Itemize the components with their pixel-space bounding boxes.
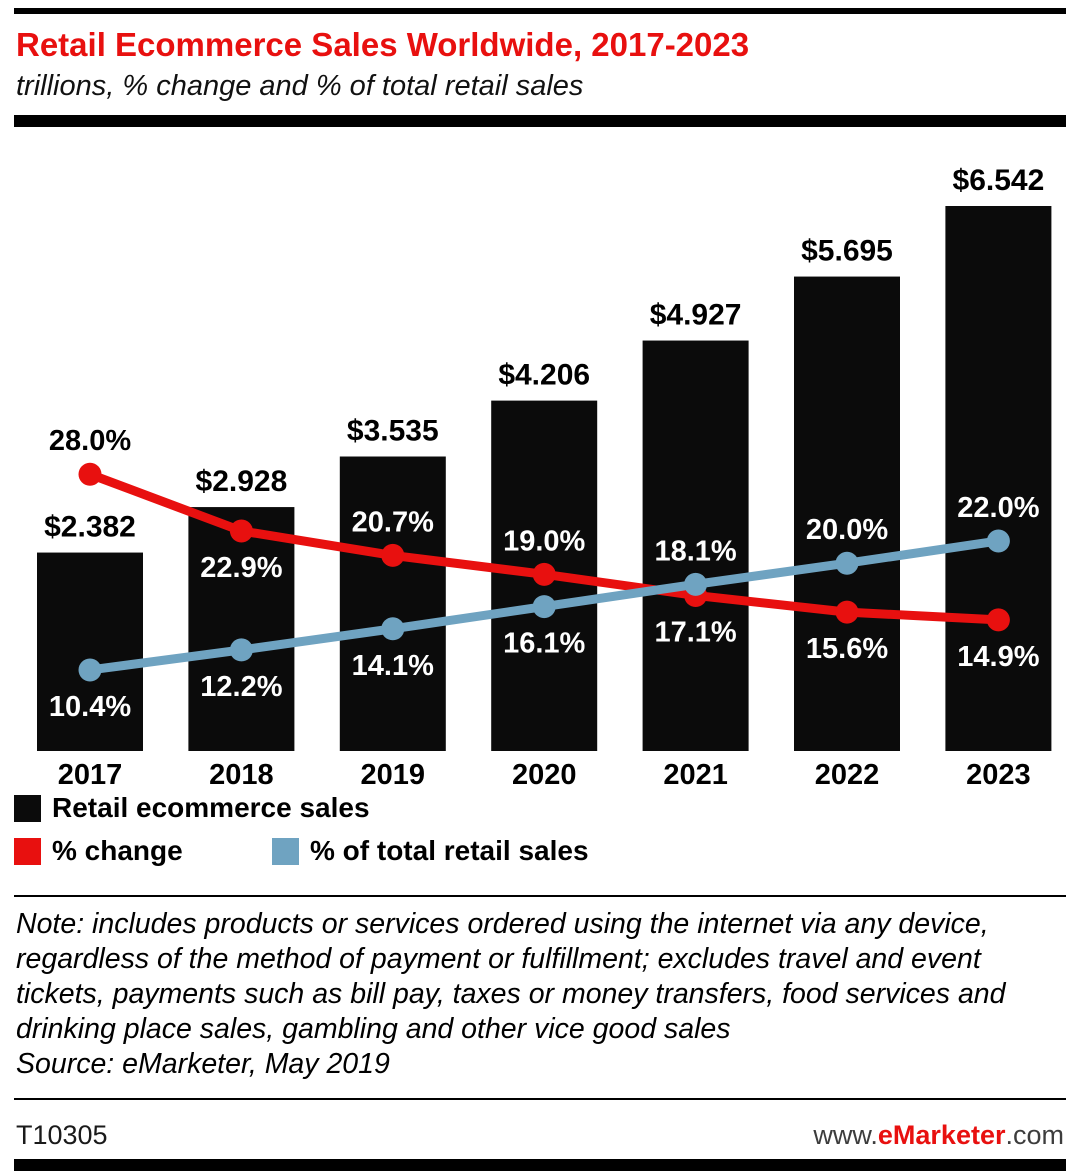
- legend-item-pct-of-total: % of total retail sales: [272, 836, 589, 866]
- legend-swatch-black: [14, 794, 41, 822]
- legend-row-2: % change % of total retail sales: [14, 836, 1066, 866]
- legend-label-pct-of-total: % of total retail sales: [310, 835, 589, 866]
- legend-swatch-blue: [272, 837, 299, 865]
- x-axis-label-2017: 2017: [58, 759, 123, 791]
- data-point-2018: [229, 519, 253, 543]
- line-value-label-2018: 22.9%: [200, 552, 282, 584]
- combo-bar-line-chart: $2.382 2017 $2.928 2018 $3.535 2019 $4.206 2020…: [37, 164, 1052, 791]
- data-point-2017: [78, 462, 102, 486]
- bar-value-label-2018: $2.928: [196, 465, 288, 498]
- line-value-label-2019: 20.7%: [352, 506, 434, 538]
- bar-2017: [37, 552, 143, 751]
- legend-row-1: Retail ecommerce sales: [14, 793, 1066, 823]
- bottom-rule: [14, 1159, 1066, 1171]
- legend-label-pct-change: % change: [52, 835, 183, 866]
- legend: Retail ecommerce sales % change % of tot…: [14, 793, 1066, 879]
- site-url: www.eMarketer.com: [813, 1120, 1064, 1151]
- footer-divider: [14, 1098, 1066, 1100]
- data-point-2023: [986, 608, 1010, 632]
- data-point-2017: [78, 658, 102, 682]
- site-url-brand: eMarketer: [877, 1120, 1006, 1150]
- site-url-prefix: www.: [813, 1120, 878, 1150]
- note-divider: [14, 895, 1066, 897]
- data-point-2020: [532, 595, 556, 619]
- data-point-2019: [381, 543, 405, 567]
- data-point-2022: [835, 551, 859, 575]
- x-axis-label-2019: 2019: [361, 759, 426, 791]
- line-value-label-2021: 18.1%: [654, 535, 736, 567]
- bar-2019: [339, 456, 446, 751]
- bar-2022: [794, 276, 900, 751]
- bar-value-label-2020: $4.206: [498, 359, 590, 392]
- x-axis-label-2023: 2023: [966, 759, 1031, 791]
- legend-swatch-red: [14, 837, 41, 865]
- line-value-label-2022: 15.6%: [806, 633, 888, 665]
- line-value-label-2023: 14.9%: [957, 641, 1039, 673]
- top-rule: [14, 8, 1066, 14]
- site-url-suffix: .com: [1005, 1120, 1064, 1150]
- footer: T10305 www.eMarketer.com: [14, 1110, 1066, 1159]
- bar-2023: [945, 206, 1052, 751]
- legend-item-pct-change: % change: [14, 836, 272, 866]
- x-axis-label-2021: 2021: [663, 759, 728, 791]
- chart-id: T10305: [16, 1120, 108, 1150]
- bar-value-label-2023: $6.542: [953, 164, 1045, 197]
- header-divider: [14, 115, 1066, 127]
- data-point-2019: [381, 617, 405, 641]
- line-value-label-2020: 19.0%: [503, 525, 585, 557]
- source-text: Source: eMarketer, May 2019: [16, 1048, 390, 1080]
- x-axis-label-2018: 2018: [209, 759, 274, 791]
- page-title: Retail Ecommerce Sales Worldwide, 2017-2…: [16, 26, 750, 63]
- bar-value-label-2021: $4.927: [650, 299, 742, 332]
- x-axis-label-2022: 2022: [815, 759, 880, 791]
- line-value-label-2021: 17.1%: [654, 616, 736, 648]
- page-subtitle: trillions, % change and % of total retai…: [16, 70, 584, 102]
- note-text: Note: includes products or services orde…: [16, 908, 1006, 1045]
- line-value-label-2019: 14.1%: [352, 650, 434, 682]
- line-value-label-2020: 16.1%: [503, 628, 585, 660]
- data-point-2023: [986, 529, 1010, 553]
- data-point-2020: [532, 562, 556, 586]
- line-value-label-2017: 10.4%: [49, 691, 131, 723]
- chart-area: $2.382 2017 $2.928 2018 $3.535 2019 $4.206 2020…: [14, 131, 1066, 793]
- line-value-label-2018: 12.2%: [200, 671, 282, 703]
- bar-2021: [642, 340, 749, 751]
- data-point-2021: [684, 572, 708, 596]
- legend-item-retail-ecommerce-sales: Retail ecommerce sales: [14, 793, 370, 823]
- line-value-label-2023: 22.0%: [957, 492, 1039, 524]
- legend-label-retail-ecommerce-sales: Retail ecommerce sales: [52, 792, 370, 823]
- data-point-2022: [835, 600, 859, 624]
- data-point-2018: [229, 638, 253, 662]
- line-value-label-2017: 28.0%: [49, 425, 131, 457]
- bar-value-label-2022: $5.695: [801, 235, 893, 268]
- bar-value-label-2019: $3.535: [347, 415, 439, 448]
- x-axis-label-2020: 2020: [512, 759, 577, 791]
- line-value-label-2022: 20.0%: [806, 514, 888, 546]
- bar-2018: [188, 507, 295, 751]
- bar-value-label-2017: $2.382: [44, 511, 136, 544]
